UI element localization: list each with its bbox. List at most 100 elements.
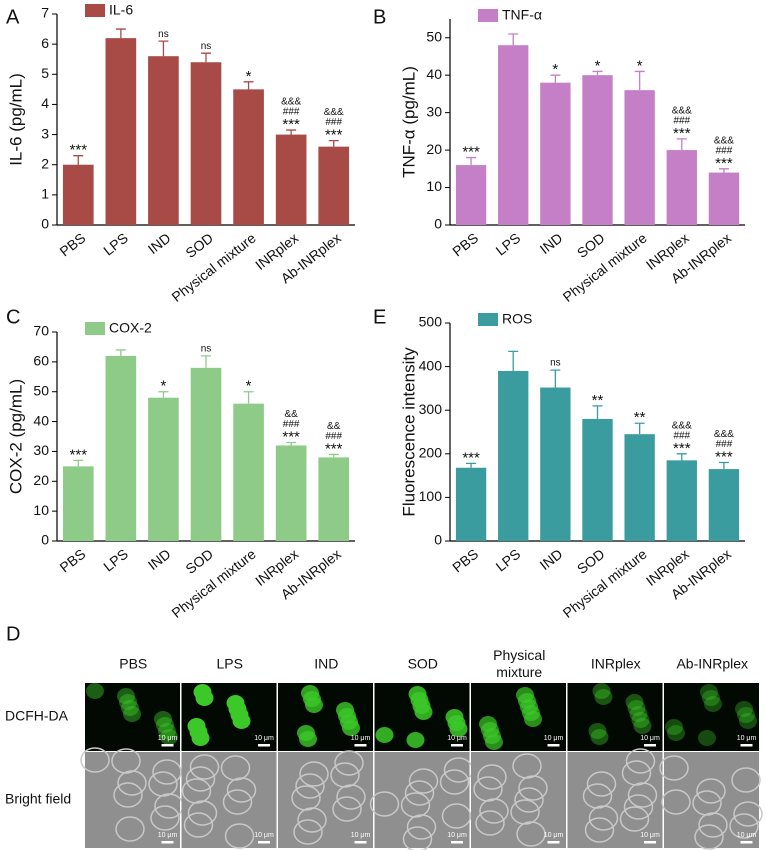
cell xyxy=(156,717,174,733)
bar xyxy=(62,466,94,541)
cell xyxy=(297,725,315,741)
fluorescence-image xyxy=(278,683,373,751)
significance-label: *** xyxy=(325,127,343,144)
cell xyxy=(667,725,685,741)
fluorescence-image xyxy=(85,683,180,751)
bar xyxy=(190,62,222,225)
column-header: SOD xyxy=(408,656,438,672)
significance-label: && xyxy=(284,409,298,420)
significance-label: &&& xyxy=(714,135,734,146)
bar xyxy=(275,134,307,225)
x-tick-label: PBS xyxy=(449,546,481,576)
scale-bar xyxy=(451,841,463,844)
error-bar xyxy=(634,422,645,435)
x-tick-label: SOD xyxy=(182,230,216,261)
scale-bar xyxy=(740,744,753,747)
x-tick-label: IND xyxy=(537,546,566,573)
y-tick-label: 4 xyxy=(41,95,49,111)
significance-label: ### xyxy=(283,107,300,118)
error-bar xyxy=(286,441,297,446)
error-bar xyxy=(243,391,254,404)
scale-bar xyxy=(451,744,463,747)
error-bar xyxy=(243,81,254,90)
cell xyxy=(592,683,611,699)
y-tick-label: 40 xyxy=(426,66,442,82)
cell-outline xyxy=(516,821,546,847)
cell-outline xyxy=(408,768,439,794)
cell xyxy=(629,706,648,722)
cell-outline xyxy=(187,800,218,826)
error-bar xyxy=(676,453,687,461)
y-axis-label: Fluorescence intensity xyxy=(399,347,418,517)
error-bar xyxy=(328,139,339,147)
bar xyxy=(540,82,571,225)
significance-label: ** xyxy=(634,409,646,426)
error-bar xyxy=(508,350,519,371)
bar xyxy=(62,164,94,225)
scale-bar xyxy=(740,841,753,844)
bar xyxy=(666,150,697,225)
bar xyxy=(275,445,307,541)
significance-label: *** xyxy=(715,448,733,465)
bar xyxy=(233,403,264,541)
cell-outline xyxy=(659,755,689,781)
cell-outline xyxy=(477,764,507,790)
cell xyxy=(704,696,722,712)
cell xyxy=(86,683,104,699)
cell-outline xyxy=(152,759,182,785)
cell-outline xyxy=(295,773,325,799)
error-bar xyxy=(718,461,729,470)
cell-outline xyxy=(400,792,431,818)
cell-outline xyxy=(111,748,141,774)
cell-outline xyxy=(297,807,327,833)
significance-label: ### xyxy=(673,430,690,441)
fluorescence-image xyxy=(567,683,663,751)
x-tick-label: SOD xyxy=(182,546,216,577)
cell-outline xyxy=(733,801,763,827)
cell-outline xyxy=(220,755,251,781)
cell xyxy=(627,700,646,716)
bar xyxy=(455,467,487,541)
cell xyxy=(408,686,427,702)
brightfield-image xyxy=(567,752,663,848)
cell-outline xyxy=(696,778,726,804)
cell xyxy=(336,702,354,718)
scale-bar-label: 10 μm xyxy=(640,832,660,839)
bar xyxy=(624,90,655,225)
bar xyxy=(666,460,697,541)
scale-bar xyxy=(644,841,656,844)
significance-label: ns xyxy=(158,29,169,40)
error-bar xyxy=(73,459,84,467)
y-tick-label: 50 xyxy=(426,28,442,44)
significance-label: * xyxy=(246,68,252,85)
significance-label: && xyxy=(327,421,341,432)
y-tick-label: 5 xyxy=(41,65,49,81)
y-axis-label: COX-2 (pg/mL) xyxy=(6,379,25,494)
cell-outline xyxy=(586,771,617,797)
y-tick-label: 30 xyxy=(33,442,49,458)
significance-label: *** xyxy=(70,446,88,463)
significance-label: * xyxy=(595,57,601,74)
cell xyxy=(633,718,652,734)
cell xyxy=(590,729,609,745)
significance-label: *** xyxy=(282,116,300,133)
error-bar xyxy=(466,156,477,166)
cell-outline xyxy=(588,805,619,831)
y-tick-label: 6 xyxy=(41,35,49,51)
cell xyxy=(226,695,245,711)
cell-outline xyxy=(183,812,214,838)
cell-outline xyxy=(441,803,472,829)
legend-label: COX-2 xyxy=(109,320,152,336)
y-tick-label: 20 xyxy=(426,141,442,157)
x-tick-label: IND xyxy=(537,230,566,257)
x-tick-label: PBS xyxy=(56,230,88,260)
cell xyxy=(158,723,176,739)
cell-outline xyxy=(514,787,544,813)
y-tick-label: 400 xyxy=(419,357,443,373)
significance-label: ns xyxy=(201,41,212,52)
bar xyxy=(190,367,222,541)
cell xyxy=(187,718,206,734)
y-tick-label: 200 xyxy=(419,445,443,461)
bar xyxy=(582,418,613,541)
scale-bar xyxy=(547,841,560,844)
